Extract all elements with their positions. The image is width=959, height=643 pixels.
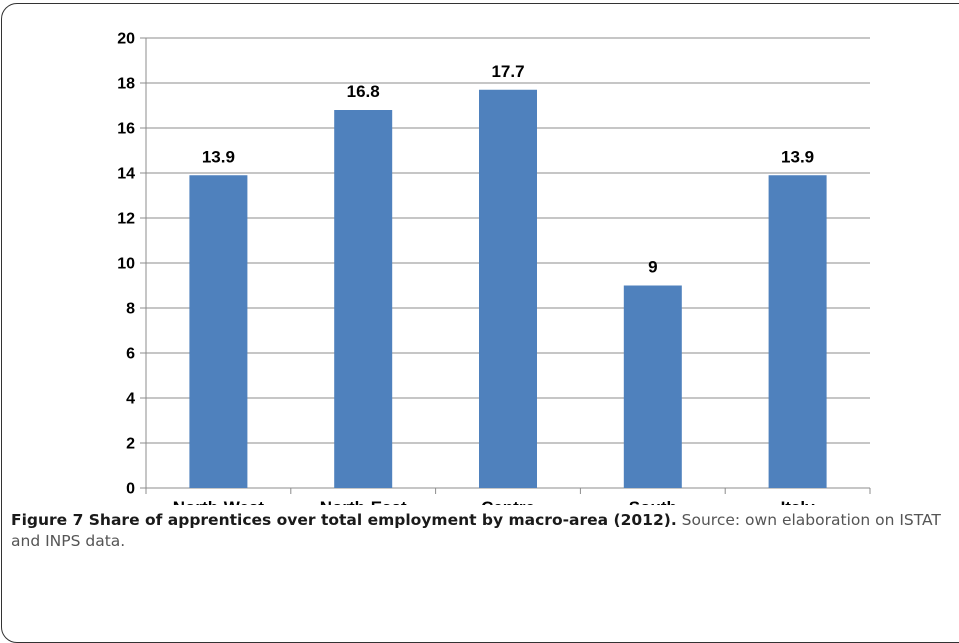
y-tick-label: 14	[117, 166, 135, 183]
data-label: 9	[648, 258, 657, 277]
y-axis-tick-labels: 0 2 4 6 8 10 12 14 16 18 20	[117, 31, 135, 498]
y-tick-label: 18	[117, 76, 135, 93]
chart-bars	[189, 89, 827, 488]
bar	[623, 285, 682, 488]
y-tick-label: 6	[126, 346, 135, 363]
y-tick-label: 4	[126, 391, 135, 408]
y-tick-label: 8	[126, 301, 135, 318]
y-tick-label: 10	[117, 256, 135, 273]
chart-data-labels: 13.9 16.8 17.7 9 13.9	[202, 62, 814, 277]
x-tick-label: Centre	[481, 498, 535, 505]
bar	[334, 110, 393, 488]
x-tick-label: Italy	[781, 498, 816, 505]
x-tick-label: North-West	[173, 498, 265, 505]
data-label: 16.8	[347, 82, 380, 101]
bar	[479, 89, 537, 488]
bar-chart: 13.9 16.8 17.7 9 13.9 0 2 4 6 8 10 12 14 16 18 20 Nort…	[117, 31, 871, 505]
data-label: 13.9	[781, 147, 814, 166]
bar	[189, 175, 248, 488]
x-axis-tick-labels: North-West North-East Centre South Italy	[173, 498, 815, 505]
x-tick-label: South	[629, 498, 677, 505]
y-tick-label: 2	[126, 436, 135, 453]
x-tick-label: North-East	[320, 498, 407, 505]
data-label: 17.7	[491, 62, 524, 81]
figure-description: Source: own elaboration on ISTAT and INP…	[11, 511, 941, 550]
y-tick-label: 20	[117, 31, 135, 48]
figure-caption: Figure 7 Share of apprentices over total…	[11, 510, 956, 552]
y-tick-label: 12	[117, 211, 135, 228]
bar	[768, 175, 827, 488]
data-label: 13.9	[202, 147, 235, 166]
y-tick-label: 0	[126, 481, 135, 498]
figure-title: Figure 7 Share of apprentices over total…	[11, 511, 677, 529]
y-tick-label: 16	[117, 121, 135, 138]
